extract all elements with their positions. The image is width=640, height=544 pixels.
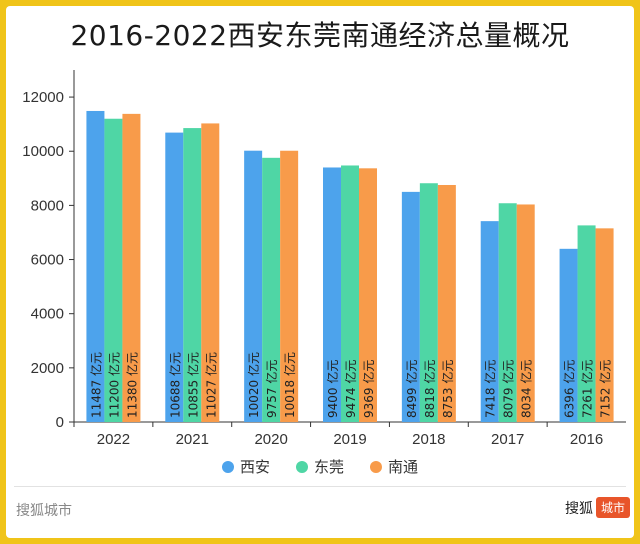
bar-data-label: 10020 亿元 [246,352,261,418]
x-tick-label: 2018 [412,431,445,448]
legend-item-nantong[interactable]: 南通 [370,456,418,477]
bar-data-label: 10855 亿元 [185,352,200,418]
bar-data-label: 11487 亿元 [88,352,103,418]
bar [577,225,596,422]
x-tick-label: 2017 [491,431,524,448]
bar [359,168,377,422]
bar-data-label: 8034 亿元 [519,360,534,418]
chart-legend: 西安 东莞 南通 [0,456,640,477]
x-tick-label: 2020 [254,431,287,448]
bar [104,118,123,422]
x-tick-label: 2016 [570,431,603,448]
y-tick-label: 6000 [31,252,64,269]
footer-logo-badge: 城市 [595,497,630,518]
bar-data-label: 9369 亿元 [361,360,376,418]
bar-data-label: 7261 亿元 [580,360,595,418]
bar-data-label: 11200 亿元 [106,352,121,418]
bar [244,150,263,423]
x-tick-label: 2022 [97,431,130,448]
bar [419,183,438,422]
bar [401,191,420,422]
y-tick-label: 2000 [31,360,64,377]
x-tick-label: 2021 [176,431,209,448]
bar-data-label: 8818 亿元 [422,360,437,418]
legend-label-dongguan: 东莞 [313,458,344,476]
bar-data-label: 9400 亿元 [325,360,340,418]
bar-data-label: 8753 亿元 [440,360,455,418]
legend-swatch-nantong [370,460,382,473]
chart-title: 2016-2022西安东莞南通经济总量概况 [70,19,570,52]
y-tick-label: 0 [56,414,64,431]
bar [341,165,359,422]
bar [86,110,105,423]
footer-divider [14,486,626,487]
bar [122,113,141,422]
x-tick-label: 2019 [333,431,366,448]
bar-data-label: 8499 亿元 [404,360,419,418]
bar [498,203,517,422]
legend-swatch-xian [221,460,234,473]
bar [480,221,499,422]
bar-data-label: 7152 亿元 [598,360,613,418]
bar-data-label: 11027 亿元 [203,352,218,418]
bar-data-label: 8079 亿元 [501,360,516,418]
legend-label-nantong: 南通 [388,458,419,476]
bar [516,204,535,422]
footer-logo: 搜狐 城市 [565,497,630,518]
bar-data-label: 9757 亿元 [264,360,279,418]
bar [201,123,220,423]
y-tick-label: 8000 [31,197,64,214]
legend-item-xian[interactable]: 西安 [221,456,270,477]
bar-data-label: 10018 亿元 [282,352,297,418]
bar [280,150,299,422]
y-tick-label: 10000 [22,143,64,160]
bar [595,228,614,422]
bar-data-label: 9474 亿元 [343,360,358,418]
legend-swatch-dongguan [295,460,308,473]
footer-watermark: 搜狐城市 [16,503,72,519]
legend-item-dongguan[interactable]: 东莞 [295,456,344,477]
y-tick-label: 12000 [22,89,64,106]
bar [165,132,184,422]
bar [559,248,578,422]
bar-data-label: 11380 亿元 [124,352,139,418]
bar-data-label: 7418 亿元 [483,360,498,418]
bar [183,128,202,422]
footer-logo-brand: 搜狐 [564,500,593,517]
bar-data-label: 10688 亿元 [167,352,182,418]
bar [437,184,456,422]
bar [262,157,281,422]
bar-data-label: 6396 亿元 [562,360,577,418]
y-tick-label: 4000 [31,306,64,323]
bar [323,167,341,422]
legend-label-xian: 西安 [239,458,270,476]
